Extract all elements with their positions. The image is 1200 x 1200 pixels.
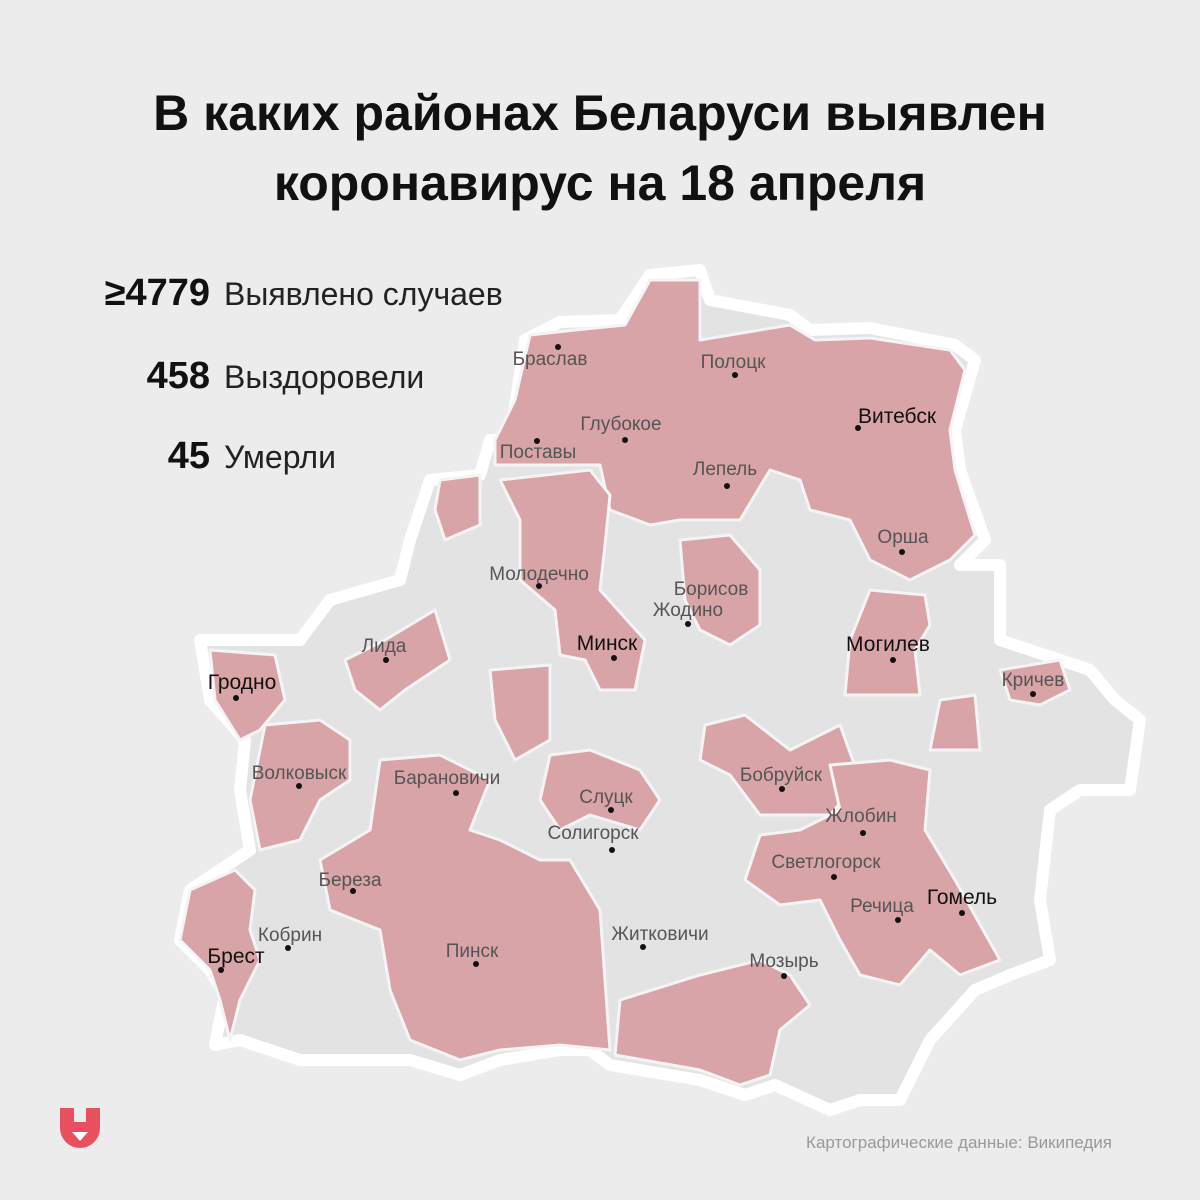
city-label: Жодино	[653, 600, 723, 621]
city-label: Береза	[318, 870, 381, 891]
title: коронавирус на 18 апреля	[274, 155, 926, 211]
city-label: Барановичи	[394, 768, 500, 789]
city-label: Житковичи	[611, 924, 708, 945]
city-label: Борисов	[674, 579, 749, 600]
district	[208, 648, 287, 742]
district	[928, 693, 982, 752]
stat-value: 458	[147, 355, 210, 397]
stat-value: 45	[168, 435, 210, 477]
city-label: Мозырь	[749, 951, 818, 972]
city-label: Полоцк	[701, 352, 767, 373]
city-label: Солигорск	[547, 823, 639, 844]
city-label: Пинск	[446, 941, 499, 962]
stat-value: ≥4779	[105, 272, 210, 314]
city-label: Светлогорск	[771, 852, 881, 873]
district	[613, 958, 812, 1087]
logo	[60, 1108, 100, 1148]
stat-label: Выздоровели	[224, 359, 424, 395]
city-labels: Браслав Полоцк Глубокое Поставы Лепель В…	[207, 349, 1064, 972]
city-label: Речица	[850, 896, 914, 917]
district	[538, 748, 662, 832]
city-label: Лида	[362, 636, 407, 657]
district	[998, 658, 1072, 707]
city-label: Минск	[577, 632, 638, 655]
city-label: Кобрин	[258, 925, 322, 946]
city-label: Лепель	[693, 459, 757, 480]
city-label: Могилев	[846, 633, 930, 656]
district	[488, 663, 552, 762]
city-label: Бобруйск	[740, 765, 823, 786]
logo-arrow	[72, 1132, 88, 1141]
district	[843, 588, 932, 697]
district	[343, 608, 452, 712]
city-dots	[218, 344, 1036, 979]
city-label: Браслав	[513, 349, 588, 370]
city-label: Гомель	[927, 886, 997, 909]
district	[178, 868, 262, 1042]
city-label: Витебск	[858, 405, 937, 428]
source: Картографические данные: Википедия	[806, 1133, 1112, 1152]
city-label: Брест	[207, 945, 265, 968]
affected-districts	[178, 278, 1072, 1087]
stat-label: Выявлено случаев	[224, 276, 503, 312]
city-label: Гродно	[208, 671, 277, 694]
city-label: Кричев	[1002, 670, 1065, 691]
district	[678, 533, 762, 647]
district	[433, 473, 482, 542]
city-label: Слуцк	[579, 787, 633, 808]
city-label: Орша	[877, 527, 929, 548]
city-label: Глубокое	[580, 414, 661, 435]
city-label: Поставы	[500, 442, 577, 463]
district	[743, 758, 1002, 987]
map	[174, 264, 1146, 1116]
stat-label: Умерли	[224, 439, 336, 475]
city-label: Волковыск	[252, 763, 347, 784]
city-label: Жлобин	[825, 806, 896, 827]
title: В каких районах Беларуси выявлен	[153, 85, 1047, 141]
district	[498, 468, 647, 692]
city-label: Молодечно	[489, 564, 589, 585]
district	[318, 753, 612, 1062]
